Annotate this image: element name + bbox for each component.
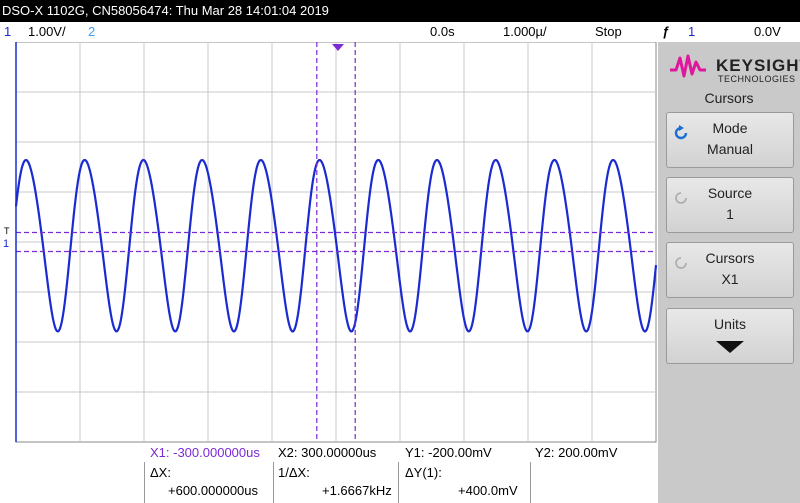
inverse-delta-x-label: 1/ΔX: xyxy=(278,465,310,480)
trigger-level-marker: T xyxy=(4,226,10,236)
cursor-values-row: X1: -300.000000us X2: 300.00000us Y1: -2… xyxy=(0,444,658,462)
status-bar: 1 1.00V/ 2 0.0s 1.000µ/ Stop ƒ 1 0.0V xyxy=(0,22,800,42)
units-softkey[interactable]: Units xyxy=(666,308,794,364)
run-state: Stop xyxy=(595,24,622,39)
delta-y-label: ΔY(1): xyxy=(405,465,442,480)
cursor-readout: X1: -300.000000us X2: 300.00000us Y1: -2… xyxy=(0,444,658,503)
trigger-level[interactable]: 0.0V xyxy=(754,24,781,39)
readout-divider xyxy=(144,462,145,503)
softkey-value: Manual xyxy=(707,141,753,157)
readout-divider xyxy=(530,462,531,503)
softkey-label: Source xyxy=(707,185,753,201)
delta-x-value: +600.000000us xyxy=(168,483,259,498)
entry-knob-icon xyxy=(675,257,687,269)
graticule-grid xyxy=(16,42,656,442)
trigger-position-marker xyxy=(332,44,344,51)
x2-readout: X2: 300.00000us xyxy=(278,445,377,460)
menu-title: Cursors xyxy=(704,90,754,106)
horizontal-position[interactable]: 0.0s xyxy=(430,24,455,39)
cursor-lines xyxy=(16,42,656,442)
source-softkey[interactable]: Source 1 xyxy=(666,177,794,233)
instrument-title: DSO-X 1102G, CN58056474: Thu Mar 28 14:0… xyxy=(2,3,329,18)
entry-knob-icon xyxy=(674,125,688,140)
submenu-arrow-icon xyxy=(716,341,744,353)
x1-readout: X1: -300.000000us xyxy=(150,445,260,460)
readout-divider xyxy=(273,462,274,503)
softkey-label: Cursors xyxy=(705,250,755,266)
ch1-scale[interactable]: 1.00V/ xyxy=(28,24,66,39)
ch1-trace xyxy=(14,158,658,333)
inverse-delta-x-value: +1.6667kHz xyxy=(322,483,392,498)
trigger-edge-icon: ƒ xyxy=(662,24,670,39)
logo-sub-text: TECHNOLOGIES xyxy=(718,74,796,84)
waveform-graticule: T 1 xyxy=(3,41,658,443)
entry-knob-icon xyxy=(675,192,687,204)
delta-y-value: +400.0mV xyxy=(458,483,518,498)
horizontal-scale[interactable]: 1.000µ/ xyxy=(503,24,547,39)
mode-softkey[interactable]: Mode Manual xyxy=(666,112,794,168)
ch1-indicator[interactable]: 1 xyxy=(4,24,12,39)
y2-readout: Y2: 200.00mV xyxy=(535,445,618,460)
keysight-wave-icon xyxy=(670,54,706,78)
softkey-label: Units xyxy=(714,316,746,332)
softkey-value: X1 xyxy=(721,271,739,287)
ch2-indicator[interactable]: 2 xyxy=(88,24,96,39)
readout-divider xyxy=(398,462,399,503)
scope-display[interactable]: T 1 xyxy=(0,41,658,444)
y1-readout: Y1: -200.00mV xyxy=(405,445,492,460)
title-bar: DSO-X 1102G, CN58056474: Thu Mar 28 14:0… xyxy=(0,0,800,22)
softkey-label: Mode xyxy=(712,120,748,136)
cursors-softkey[interactable]: Cursors X1 xyxy=(666,242,794,298)
ch1-ground-marker: 1 xyxy=(3,238,9,250)
softkey-value: 1 xyxy=(726,206,734,222)
delta-x-label: ΔX: xyxy=(150,465,171,480)
trigger-channel: 1 xyxy=(688,24,696,39)
